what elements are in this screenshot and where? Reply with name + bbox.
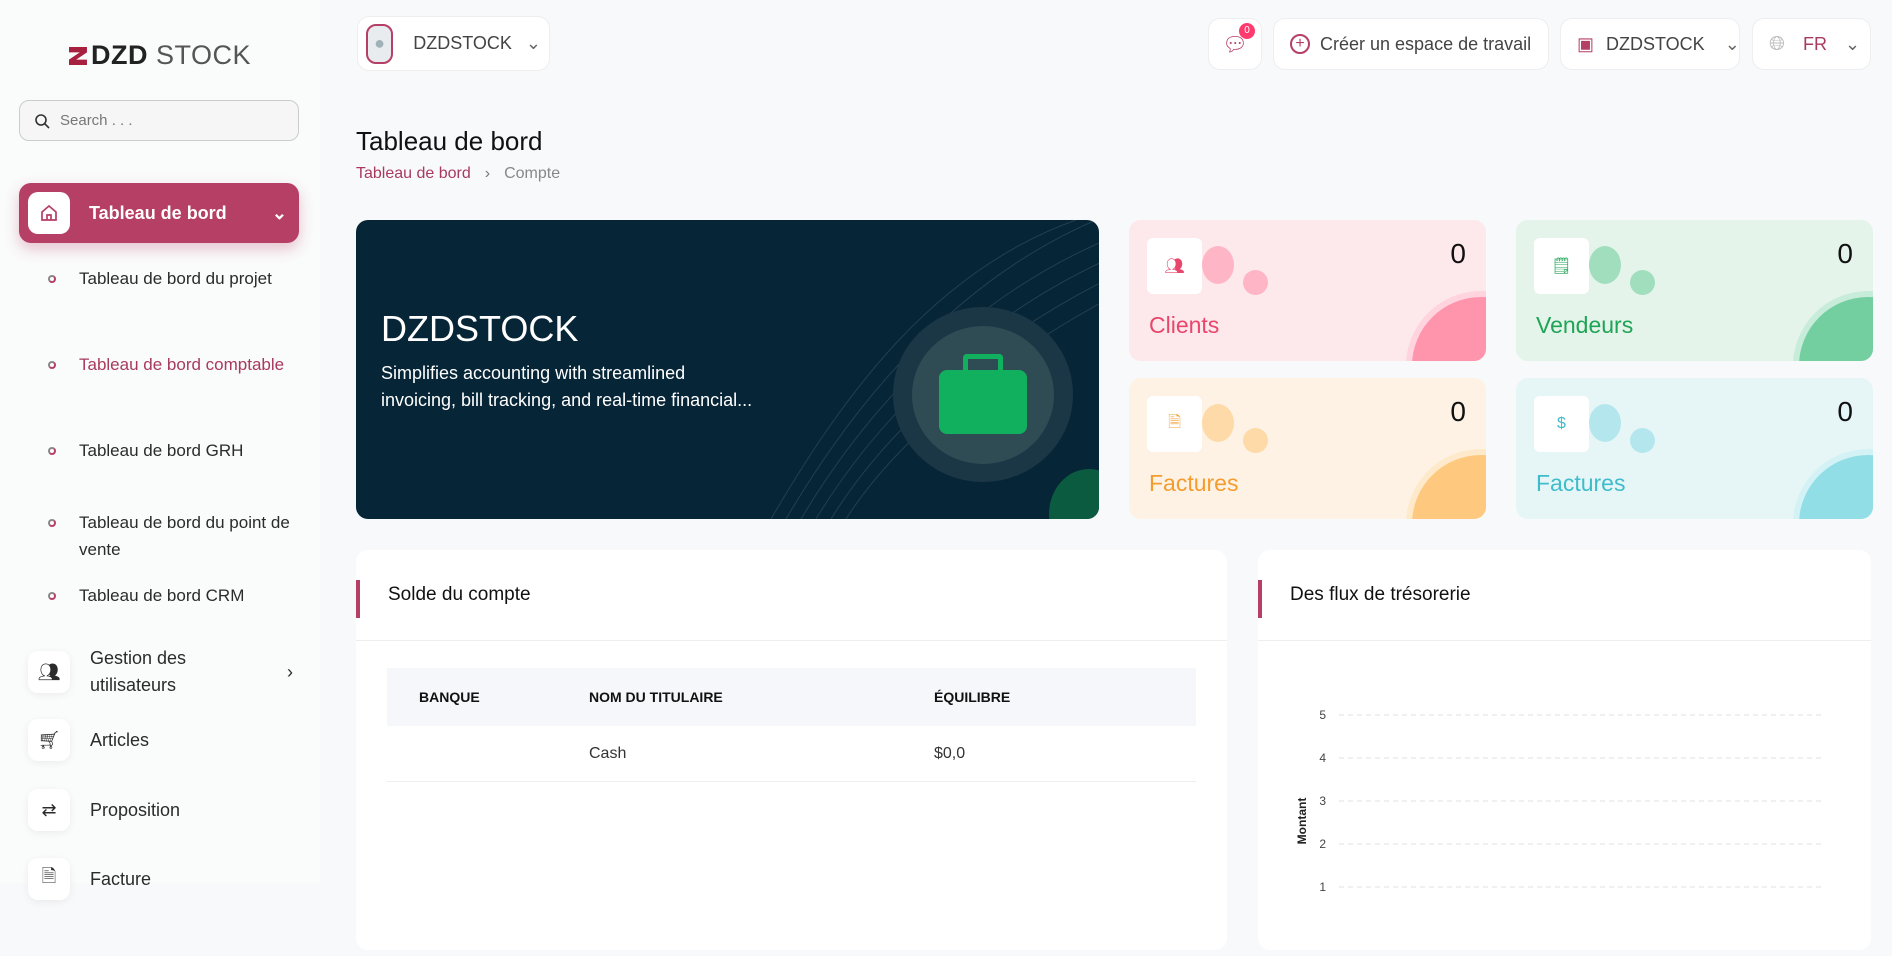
stat-label: Factures <box>1536 470 1626 496</box>
y-tick-label: 3 <box>1319 794 1326 808</box>
cash-flow-chart: 5 4 3 2 1 Montant <box>1295 708 1822 894</box>
sidebar-item-articles[interactable]: 🛒︎ Articles <box>28 719 298 761</box>
messages-button[interactable]: 💬︎ 0 <box>1208 18 1262 70</box>
sidebar-item-facture[interactable]: 🗎 Facture <box>28 858 298 900</box>
globe-icon: 🌐︎ <box>1769 32 1785 55</box>
corner-decoration <box>1793 449 1873 519</box>
logo[interactable]: DZD STOCK <box>0 40 320 71</box>
chevron-down-icon: ⌄ <box>271 202 287 223</box>
users-icon: 👥︎ <box>28 651 70 693</box>
sidebar: DZD STOCK Search . . . Tableau de bord ⌄… <box>0 0 320 900</box>
stat-card-factures-2[interactable]: $0 Factures <box>1516 378 1873 519</box>
users-icon: 👥︎ <box>1147 238 1202 294</box>
chat-icon: 💬︎ <box>1222 33 1248 56</box>
y-tick-label: 1 <box>1319 880 1326 894</box>
sidebar-item-label: Tableau de bord <box>89 202 227 223</box>
stat-card-clients[interactable]: 👥︎ 0 Clients <box>1129 220 1486 361</box>
sidebar-item-dashboard[interactable]: Tableau de bord ⌄ <box>19 183 299 243</box>
avatar: ● <box>366 23 394 64</box>
workspace-dropdown[interactable]: ▣ DZDSTOCK ⌄ <box>1560 18 1740 70</box>
breadcrumb: Tableau de bord › Compte <box>356 165 560 183</box>
chevron-down-icon: ⌄ <box>1724 33 1740 54</box>
table-header: BANQUE NOM DU TITULAIRE ÉQUILIBRE <box>387 668 1196 726</box>
account-balance-panel: Solde du compte BANQUE NOM DU TITULAIRE ÉQ… <box>356 550 1227 950</box>
stat-card-factures[interactable]: 🗎 0 Factures <box>1129 378 1486 519</box>
language-dropdown[interactable]: 🌐︎ FR ⌄ <box>1752 18 1871 70</box>
sidebar-subitem-pos[interactable]: Tableau de bord du point de vente <box>48 509 298 563</box>
file-icon: 🗎 <box>28 858 70 900</box>
home-icon <box>28 192 70 234</box>
search-placeholder: Search . . . <box>60 112 133 129</box>
chevron-down-icon: ⌄ <box>525 33 541 53</box>
note-icon: 🗒︎ <box>1534 238 1589 294</box>
sidebar-item-users[interactable]: 👥︎ Gestion des utilisateurs › <box>28 645 298 699</box>
stat-value: 0 <box>1837 238 1853 269</box>
stat-label: Clients <box>1149 312 1220 338</box>
sidebar-subitem-projet[interactable]: Tableau de bord du projet <box>48 265 298 292</box>
panel-title: Des flux de trésorerie <box>1258 550 1871 641</box>
banner-title: DZDSTOCK <box>381 308 579 349</box>
cash-flow-panel: Des flux de trésorerie 5 4 3 2 1 Montant <box>1258 550 1871 950</box>
y-tick-label: 4 <box>1319 751 1326 765</box>
banner-text: Simplifies accounting with streamlined i… <box>381 363 753 410</box>
corner-decoration <box>1406 449 1486 519</box>
stat-label: Factures <box>1149 470 1239 496</box>
corner-decoration <box>1793 291 1873 361</box>
invoice-icon: 🗎 <box>1147 396 1202 452</box>
stat-label: Vendeurs <box>1536 312 1634 338</box>
breadcrumb-current: Compte <box>504 165 561 182</box>
y-tick-label: 5 <box>1319 708 1326 722</box>
briefcase-icon <box>893 307 1073 482</box>
receipt-dollar-icon: $ <box>1534 396 1589 452</box>
y-tick-label: 2 <box>1319 837 1326 851</box>
breadcrumb-link[interactable]: Tableau de bord <box>356 165 471 182</box>
plus-circle-icon: + <box>1290 34 1310 54</box>
search-icon <box>35 113 50 129</box>
page-title: Tableau de bord <box>356 126 543 156</box>
search-input[interactable]: Search . . . <box>19 100 299 141</box>
messages-badge: 0 <box>1239 23 1255 39</box>
user-menu[interactable]: ● DZDSTOCK ⌄ <box>357 16 550 71</box>
welcome-banner: DZDSTOCK Simplifies accounting with stre… <box>356 220 1099 519</box>
stat-value: 0 <box>1450 396 1466 427</box>
sidebar-subitem-crm[interactable]: Tableau de bord CRM <box>48 582 298 609</box>
sidebar-item-proposition[interactable]: ⇄ Proposition <box>28 789 298 831</box>
y-axis-label: Montant <box>1295 798 1309 845</box>
corner-decoration <box>1406 291 1486 361</box>
swap-icon: ⇄ <box>28 789 70 831</box>
panel-title: Solde du compte <box>356 550 1227 641</box>
sidebar-subitem-grh[interactable]: Tableau de bord GRH <box>48 437 298 464</box>
chevron-right-icon: › <box>484 165 491 182</box>
user-name: DZDSTOCK <box>413 33 512 53</box>
stat-value: 0 <box>1837 396 1853 427</box>
chevron-right-icon: › <box>287 661 293 682</box>
sidebar-subitem-comptable[interactable]: Tableau de bord comptable <box>48 351 298 378</box>
create-workspace-button[interactable]: + Créer un espace de travail <box>1273 18 1549 70</box>
chevron-down-icon: ⌄ <box>1845 33 1861 54</box>
stat-value: 0 <box>1450 238 1466 269</box>
table-row: Cash $0,0 <box>387 726 1196 782</box>
stat-card-vendeurs[interactable]: 🗒︎ 0 Vendeurs <box>1516 220 1873 361</box>
apps-icon: ▣ <box>1577 33 1595 54</box>
cart-icon: 🛒︎ <box>28 719 70 761</box>
